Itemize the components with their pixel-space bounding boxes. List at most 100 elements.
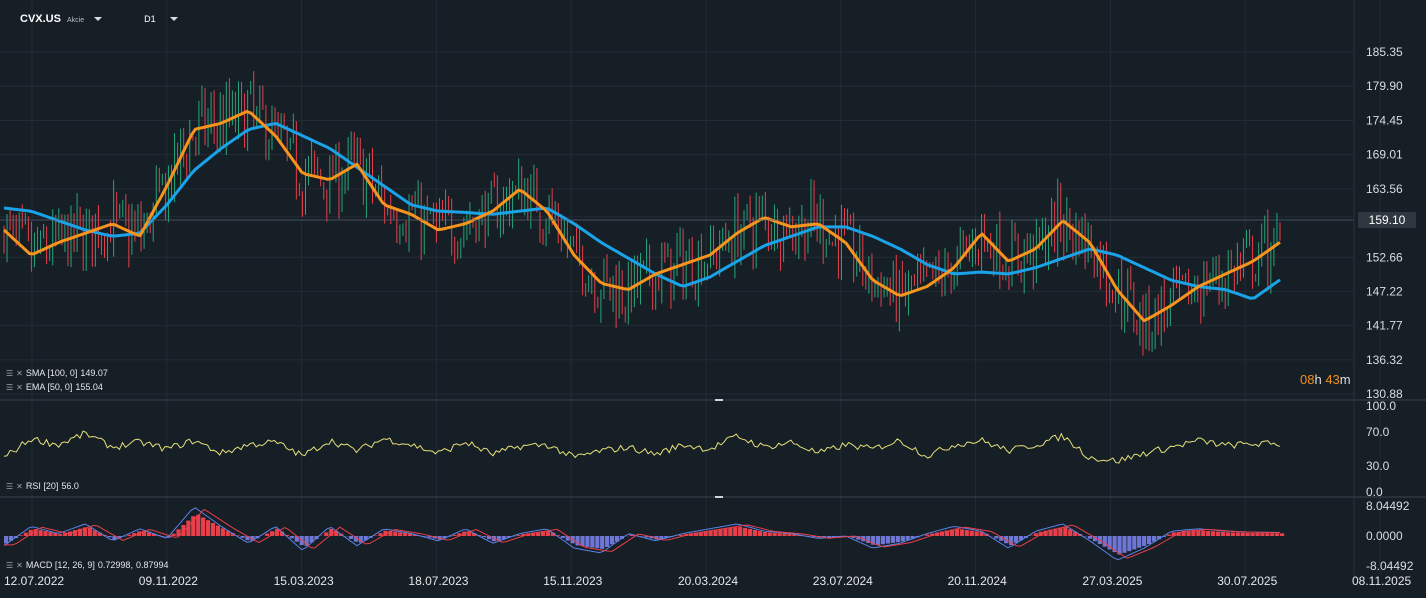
macd-histogram-bar	[994, 536, 999, 539]
sma-legend-label: SMA [100, 0]	[25, 368, 78, 378]
macd-histogram-bar	[1068, 529, 1073, 536]
rsi-line	[3, 430, 1281, 464]
timeframe-selector[interactable]: D1	[144, 14, 178, 24]
current-price-tag: 159.10	[1358, 212, 1416, 228]
rsi-tick-label: 70.0	[1366, 425, 1390, 439]
macd-histogram-bar	[871, 536, 876, 545]
macd-histogram-bar	[1058, 527, 1063, 536]
macd-histogram-bar	[767, 532, 772, 536]
macd-histogram-bar	[762, 531, 767, 536]
macd-histogram-bar	[964, 529, 969, 536]
macd-histogram-bar	[1146, 536, 1152, 545]
macd-histogram-bar	[8, 536, 14, 541]
macd-histogram-bar	[545, 530, 551, 536]
macd-histogram-bar	[713, 529, 718, 536]
macd-histogram-bar	[196, 514, 201, 536]
macd-histogram-bar	[1156, 536, 1162, 540]
macd-histogram-bar	[1240, 532, 1245, 536]
countdown-minutes-unit: m	[1339, 372, 1351, 387]
settings-icon[interactable]: ☰	[6, 368, 14, 378]
macd-histogram-bar	[876, 536, 881, 545]
sma-legend-value: 149.07	[80, 368, 108, 378]
settings-icon[interactable]: ☰	[6, 481, 14, 491]
macd-histogram-bar	[644, 536, 649, 538]
macd-histogram-bar	[23, 532, 28, 536]
macd-histogram-bar	[1033, 533, 1038, 536]
macd-histogram-bar	[925, 534, 930, 536]
macd-histogram-bar	[309, 536, 314, 543]
pane-resize-handle[interactable]	[715, 496, 723, 498]
countdown-hours-unit: h	[1314, 372, 1322, 387]
macd-histogram-bar	[225, 530, 230, 536]
macd-histogram-bar	[48, 532, 53, 536]
macd-histogram-bar	[403, 533, 408, 536]
rsi-legend[interactable]: ☰ ✕ RSI [20] 56.0	[6, 481, 79, 491]
macd-histogram-bar	[1280, 533, 1285, 536]
settings-icon[interactable]: ☰	[6, 560, 14, 570]
macd-histogram-bar	[284, 534, 290, 536]
macd-histogram-bar	[959, 529, 964, 536]
macd-histogram-bar	[826, 536, 831, 538]
macd-histogram-bar	[738, 526, 743, 536]
macd-histogram-bar	[930, 533, 935, 536]
pane-resize-handle[interactable]	[715, 399, 723, 401]
macd-histogram-bar	[334, 530, 339, 536]
sma-legend[interactable]: ☰ ✕ SMA [100, 0] 149.07	[6, 368, 108, 378]
close-icon[interactable]: ✕	[16, 382, 23, 392]
macd-histogram-bar	[1235, 532, 1240, 536]
macd-histogram-bar	[1260, 533, 1265, 536]
macd-histogram-bar	[885, 536, 891, 544]
macd-histogram-bar	[393, 531, 398, 536]
macd-histogram-bar	[250, 536, 255, 541]
macd-histogram-bar	[1013, 536, 1019, 543]
macd-histogram-bar	[1092, 536, 1097, 542]
macd-histogram-bar	[467, 531, 472, 536]
close-icon[interactable]: ✕	[16, 560, 23, 570]
macd-histogram-bar	[107, 536, 112, 538]
macd-histogram-bar	[201, 517, 206, 536]
macd-histogram-bar	[792, 534, 797, 536]
macd-histogram-bar	[531, 532, 536, 536]
macd-histogram-bar	[1166, 534, 1171, 536]
date-tick-label: 08.11.2025	[1352, 574, 1411, 588]
settings-icon[interactable]: ☰	[6, 382, 14, 392]
date-tick-label: 18.07.2023	[408, 574, 468, 588]
macd-histogram-bar	[388, 530, 393, 536]
macd-histogram-bar	[516, 535, 521, 536]
macd-histogram-bar	[752, 529, 758, 536]
macd-histogram-bar	[777, 533, 782, 536]
macd-histogram-bar	[324, 532, 329, 536]
symbol-dropdown-icon[interactable]	[94, 17, 103, 21]
macd-histogram-bar	[605, 536, 610, 547]
macd-histogram-bar	[166, 536, 171, 538]
macd-histogram-bar	[171, 533, 176, 536]
macd-legend[interactable]: ☰ ✕ MACD [12, 26, 9] 0.72998, 0.87994	[6, 560, 169, 570]
macd-histogram-bar	[619, 536, 625, 539]
macd-pane: 8.04492 0.0000 -8.04492	[3, 499, 1414, 573]
macd-histogram-bar	[856, 536, 861, 540]
symbol-name[interactable]: CVX.US	[20, 13, 61, 25]
ema-legend[interactable]: ☰ ✕ EMA [50, 0] 155.04	[6, 382, 103, 392]
macd-tick-label: 8.04492	[1366, 499, 1410, 513]
timeframe-dropdown-icon[interactable]	[169, 17, 178, 21]
macd-histogram-bar	[693, 532, 698, 536]
macd-histogram-bar	[220, 528, 225, 536]
macd-histogram-bar	[235, 535, 240, 536]
macd-histogram-bar	[821, 536, 827, 538]
macd-histogram-bar	[373, 535, 378, 536]
close-icon[interactable]: ✕	[16, 481, 23, 491]
macd-histogram-bar	[1087, 536, 1093, 539]
countdown-hours: 08	[1300, 372, 1315, 387]
macd-histogram-bar	[329, 528, 334, 536]
macd-histogram-bar	[890, 536, 895, 543]
macd-histogram-bar	[969, 530, 974, 536]
close-icon[interactable]: ✕	[16, 368, 23, 378]
macd-histogram-bar	[176, 529, 181, 536]
countdown-minutes: 43	[1325, 372, 1340, 387]
rsi-tick-label: 100.0	[1366, 399, 1396, 413]
macd-histogram-bar	[117, 536, 122, 539]
macd-histogram-bar	[72, 530, 78, 536]
macd-histogram-bar	[1171, 532, 1176, 536]
macd-histogram-bar	[1127, 536, 1132, 552]
